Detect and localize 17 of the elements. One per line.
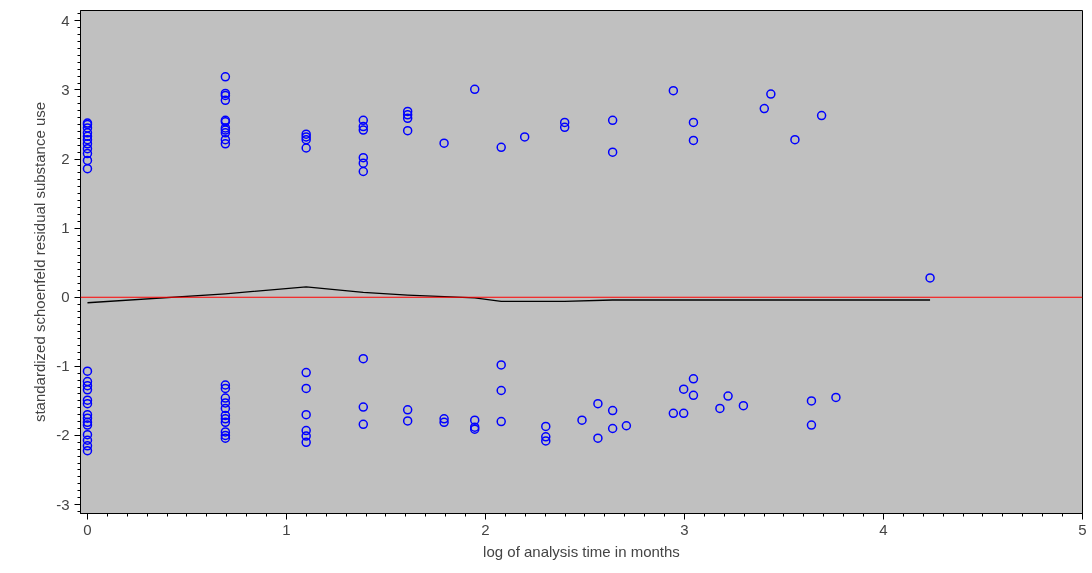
y-tick-label: 1 — [61, 219, 70, 237]
y-tick-label: -1 — [56, 357, 70, 375]
y-tick-label: -2 — [56, 426, 70, 444]
x-tick-label: 2 — [481, 520, 490, 538]
x-tick-label: 3 — [680, 520, 689, 538]
y-tick-label: 2 — [61, 150, 70, 168]
y-tick-label: 3 — [61, 80, 70, 98]
x-tick-label: 4 — [879, 520, 888, 538]
x-tick-label: 5 — [1078, 520, 1087, 538]
x-tick-label: 0 — [83, 520, 92, 538]
x-axis-title: log of analysis time in months — [483, 542, 680, 560]
x-tick-label: 1 — [282, 520, 291, 538]
line-series — [86, 286, 931, 304]
y-tick-label: -3 — [56, 495, 70, 513]
y-tick-label: 4 — [61, 11, 70, 29]
y-axis-title: standardized schoenfeld residual substance use — [31, 101, 49, 423]
y-tick-label: 0 — [61, 288, 70, 306]
